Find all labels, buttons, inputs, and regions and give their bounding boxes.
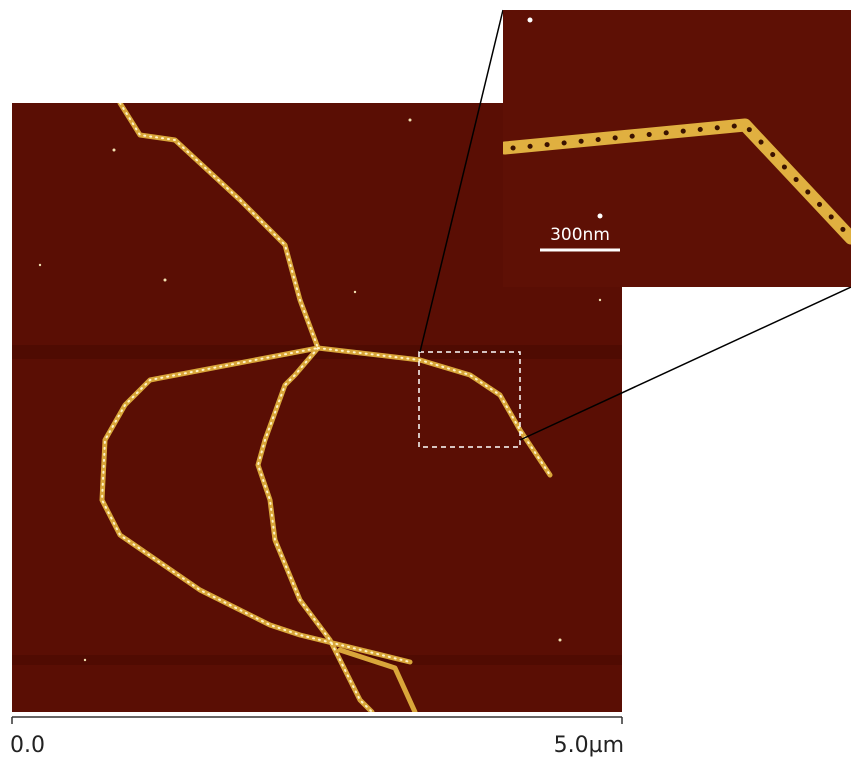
figure: 300nm 0.0 5.0µm (0, 0, 851, 767)
axis-end-label: 5.0µm (554, 733, 624, 758)
scale-bar-label: 300nm (550, 225, 610, 245)
scale-axis: 0.0 5.0µm (10, 717, 624, 758)
inset-image: 300nm (503, 10, 851, 287)
axis-start-label: 0.0 (10, 733, 45, 758)
